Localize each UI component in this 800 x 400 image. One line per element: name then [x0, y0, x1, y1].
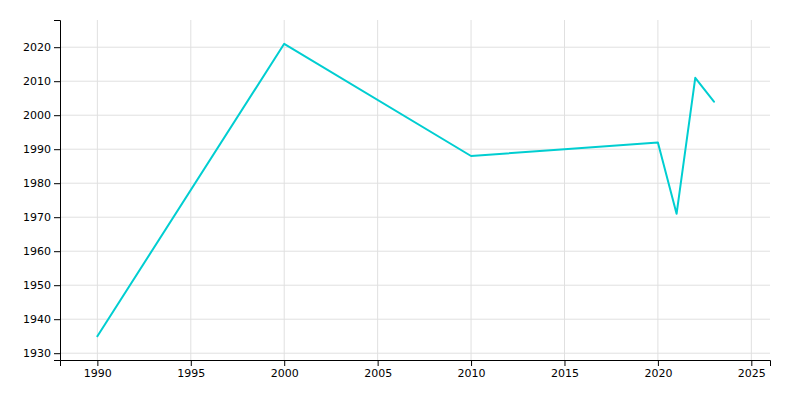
y-tick-label: 2020	[23, 41, 51, 54]
y-axis-line	[54, 21, 61, 361]
x-tick: 1990	[84, 360, 112, 380]
grid-line-x	[564, 20, 565, 360]
grid-line-x	[471, 20, 472, 360]
grid-line-y	[60, 319, 770, 320]
x-tick: 1995	[177, 360, 205, 380]
chart-svg: 1990 1995 2000 2005 2010 2015 2020 2025 1930 1940…	[0, 0, 800, 400]
y-axis: 1930 1940 1950 1960 1970 1980 1990 2000 2010 2020	[23, 21, 61, 361]
x-tick-label: 1995	[177, 367, 205, 380]
x-tick-mark	[97, 360, 98, 366]
grid-line-y	[60, 81, 770, 82]
y-tick-label: 2010	[23, 75, 51, 88]
x-tick-mark	[191, 360, 192, 366]
y-tick-mark	[54, 115, 60, 116]
grid-line-y	[60, 47, 770, 48]
y-tick: 1950	[23, 279, 60, 292]
y-tick-label: 1950	[23, 279, 51, 292]
grid-line-y	[60, 183, 770, 184]
y-tick-label: 1960	[23, 245, 51, 258]
grid-line-x	[657, 20, 658, 360]
y-tick-label: 1990	[23, 143, 51, 156]
y-tick-mark	[54, 251, 60, 252]
x-tick: 2025	[738, 360, 766, 380]
grid-line-x	[377, 20, 378, 360]
y-tick: 1940	[23, 313, 60, 326]
grid-line-x	[284, 20, 285, 360]
grid-line-y	[60, 353, 770, 354]
y-tick: 2010	[23, 75, 60, 88]
grid-line-y	[60, 285, 770, 286]
x-tick-label: 2025	[738, 367, 766, 380]
y-tick: 1930	[23, 347, 60, 360]
x-tick-mark	[564, 360, 565, 366]
x-tick-mark	[658, 360, 659, 366]
x-tick: 2015	[551, 360, 579, 380]
line	[97, 44, 714, 336]
x-tick-label: 2010	[458, 367, 486, 380]
grid	[60, 20, 770, 360]
x-axis: 1990 1995 2000 2005 2010 2015 2020 2025	[61, 360, 771, 380]
x-tick-label: 2020	[644, 367, 672, 380]
x-tick-label: 2000	[271, 367, 299, 380]
y-tick: 1980	[23, 177, 60, 190]
y-tick-label: 1930	[23, 347, 51, 360]
x-tick-label: 1990	[84, 367, 112, 380]
grid-line-y	[60, 217, 770, 218]
x-tick-mark	[284, 360, 285, 366]
x-tick: 2010	[458, 360, 486, 380]
y-tick: 1990	[23, 143, 60, 156]
y-tick: 1960	[23, 245, 60, 258]
y-tick: 2000	[23, 109, 60, 122]
grid-line-y	[60, 115, 770, 116]
x-tick-label: 2005	[364, 367, 392, 380]
x-tick-mark	[471, 360, 472, 366]
y-tick-mark	[54, 183, 60, 184]
x-tick: 2005	[364, 360, 392, 380]
x-tick-mark	[751, 360, 752, 366]
x-tick-label: 2015	[551, 367, 579, 380]
y-tick: 2020	[23, 41, 60, 54]
y-tick-label: 2000	[23, 109, 51, 122]
marks	[97, 44, 714, 336]
grid-line-y	[60, 149, 770, 150]
chart-container: 1990 1995 2000 2005 2010 2015 2020 2025 1930 1940…	[0, 0, 800, 400]
grid-line-y	[60, 251, 770, 252]
x-tick-mark	[378, 360, 379, 366]
y-tick-label: 1980	[23, 177, 51, 190]
x-tick: 2000	[271, 360, 299, 380]
y-tick-mark	[54, 81, 60, 82]
plot-area: 1990 1995 2000 2005 2010 2015 2020 2025 1930 1940…	[23, 20, 771, 380]
x-axis-line	[61, 361, 771, 367]
y-tick-mark	[54, 285, 60, 286]
y-tick: 1970	[23, 211, 60, 224]
y-tick-mark	[54, 47, 60, 48]
y-tick-mark	[54, 353, 60, 354]
y-tick-mark	[54, 149, 60, 150]
grid-line-x	[97, 20, 98, 360]
x-tick: 2020	[644, 360, 672, 380]
grid-line-x	[751, 20, 752, 360]
y-tick-label: 1940	[23, 313, 51, 326]
y-tick-mark	[54, 319, 60, 320]
y-tick-mark	[54, 217, 60, 218]
y-tick-label: 1970	[23, 211, 51, 224]
